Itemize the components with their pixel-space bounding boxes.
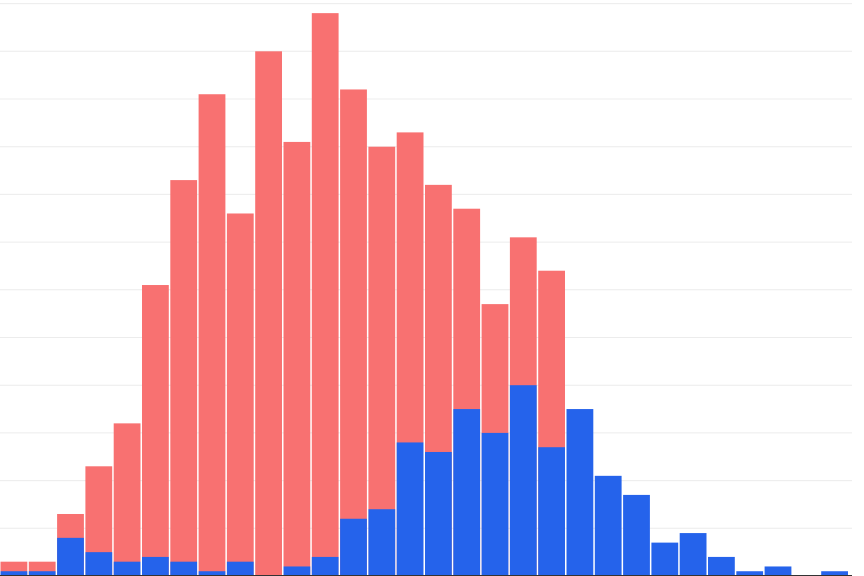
- histogram-bar-series-2: [142, 556, 169, 576]
- bars: [0, 13, 848, 576]
- histogram-bar-series-2: [623, 494, 650, 576]
- histogram-bar-series-2: [198, 571, 226, 576]
- histogram-bar-series-2: [226, 561, 254, 576]
- histogram-bar-series-1: [226, 213, 254, 576]
- histogram-bar-series-2: [283, 566, 311, 576]
- histogram-bar-series-2: [566, 409, 594, 576]
- histogram-bar-series-1: [311, 13, 339, 576]
- histogram-bar-series-2: [170, 561, 198, 576]
- histogram-bar-series-2: [821, 571, 848, 576]
- histogram-bar-series-2: [57, 537, 84, 576]
- histogram-bar-series-1: [113, 423, 141, 576]
- histogram-bar-series-1: [142, 285, 169, 576]
- histogram-bar-series-2: [481, 432, 509, 576]
- histogram-bar-series-1: [198, 94, 226, 576]
- histogram-bar-series-2: [453, 409, 481, 576]
- histogram-bar-series-2: [708, 556, 735, 576]
- histogram-bar-series-1: [340, 89, 367, 576]
- histogram-bar-series-2: [736, 571, 764, 576]
- histogram-bar-series-1: [368, 146, 396, 576]
- histogram-bar-series-2: [538, 447, 565, 576]
- histogram-bar-series-1: [283, 141, 311, 576]
- histogram-bar-series-2: [311, 556, 339, 576]
- histogram-bar-series-2: [340, 518, 367, 576]
- histogram-bar-series-2: [113, 561, 141, 576]
- histogram-bar-series-2: [764, 566, 792, 576]
- histogram-bar-series-2: [85, 552, 113, 576]
- histogram-bar-series-2: [509, 385, 537, 576]
- histogram-bar-series-2: [368, 509, 396, 576]
- histogram-bar-series-2: [594, 475, 622, 576]
- histogram-bar-series-2: [651, 542, 679, 576]
- histogram-bar-series-1: [170, 180, 198, 576]
- histogram-bar-series-2: [425, 451, 452, 576]
- histogram-bar-series-2: [679, 533, 707, 576]
- histogram-bar-series-2: [396, 442, 424, 576]
- histogram-bar-series-1: [255, 51, 282, 576]
- histogram-bar-series-2: [0, 571, 28, 576]
- histogram-bar-series-2: [28, 571, 56, 576]
